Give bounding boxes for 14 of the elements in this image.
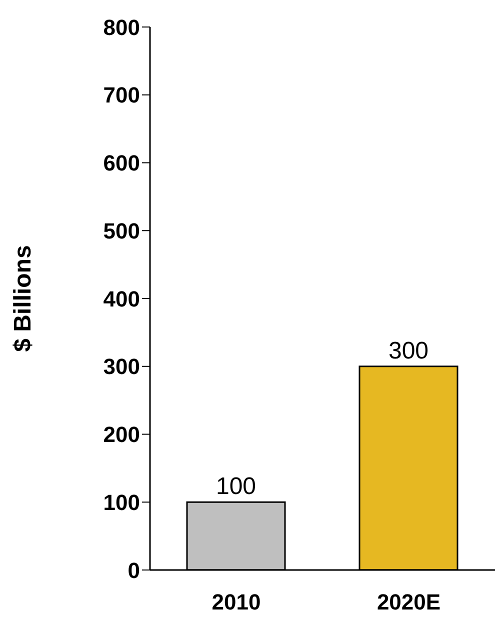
data-label: 100 — [216, 473, 256, 500]
y-tick-label: 300 — [103, 354, 140, 380]
y-tick-label: 500 — [103, 218, 140, 244]
x-tick-label: 2010 — [212, 590, 261, 615]
y-tick-label: 400 — [103, 286, 140, 312]
y-axis-title: $ Billions — [10, 245, 37, 352]
y-tick-label: 800 — [103, 14, 140, 40]
y-tick-label: 100 — [103, 490, 140, 515]
data-label: 300 — [388, 337, 429, 364]
x-tick-label: 2020E — [376, 590, 441, 615]
y-tick-label: 0 — [128, 558, 140, 583]
y-tick-label: 700 — [103, 82, 140, 108]
y-tick-label: 600 — [103, 150, 140, 176]
y-tick-label: 200 — [103, 422, 140, 448]
